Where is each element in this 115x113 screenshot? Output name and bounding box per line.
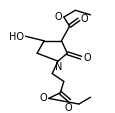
Text: N: N — [54, 62, 62, 72]
Text: O: O — [39, 92, 47, 102]
Text: O: O — [64, 102, 72, 112]
Text: O: O — [83, 53, 91, 63]
Text: HO: HO — [9, 32, 24, 42]
Text: O: O — [54, 12, 62, 22]
Text: O: O — [80, 14, 87, 24]
